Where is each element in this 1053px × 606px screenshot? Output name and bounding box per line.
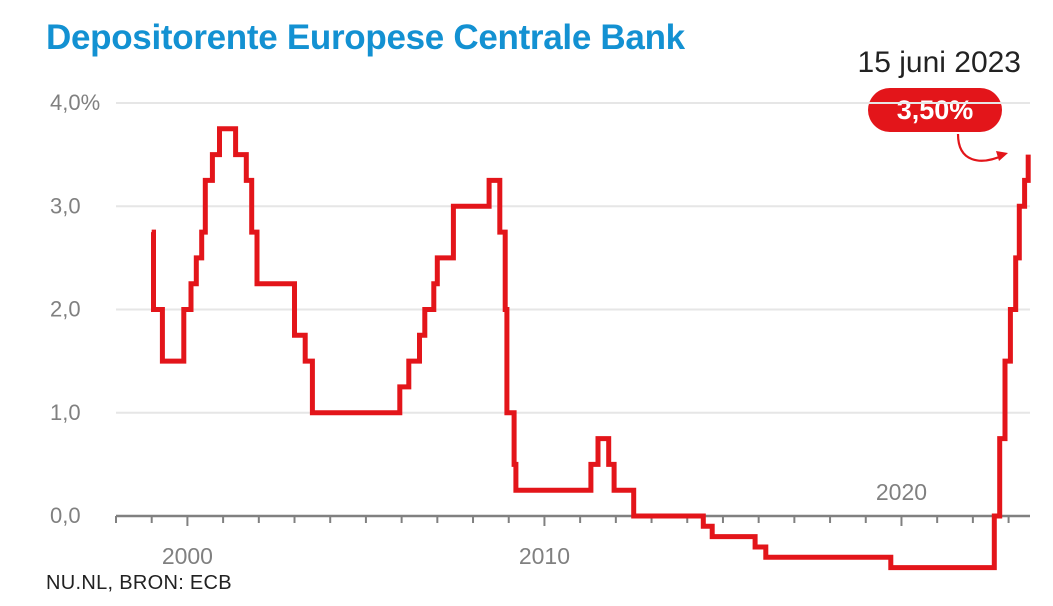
x-tick-label: 2000 <box>162 543 213 569</box>
x-tick-label: 2010 <box>519 543 570 569</box>
annotation-arrowhead <box>996 151 1008 161</box>
x-axis-ticks <box>115 516 1010 526</box>
y-tick-label: 2,0 <box>50 297 81 322</box>
chart-title: Depositorente Europese Centrale Bank <box>46 18 685 57</box>
annotation-date: 15 juni 2023 <box>857 46 1021 79</box>
y-tick-label: 1,0 <box>50 400 81 425</box>
annotation-arrow <box>956 133 1005 162</box>
y-axis-labels: 0,0 1,0 2,0 3,0 4,0% <box>50 90 100 528</box>
x-tick-label: 2020 <box>876 479 927 505</box>
gridlines <box>116 102 1030 414</box>
y-tick-label: 0,0 <box>50 503 81 528</box>
y-tick-label: 4,0% <box>50 90 100 115</box>
x-axis-labels: 2000 2010 2020 <box>162 479 927 569</box>
series-line <box>151 126 1031 571</box>
source-credit: NU.NL, BRON: ECB <box>46 572 232 594</box>
annotation-value-badge: 3,50% <box>868 88 1002 132</box>
y-tick-label: 3,0 <box>50 193 81 218</box>
